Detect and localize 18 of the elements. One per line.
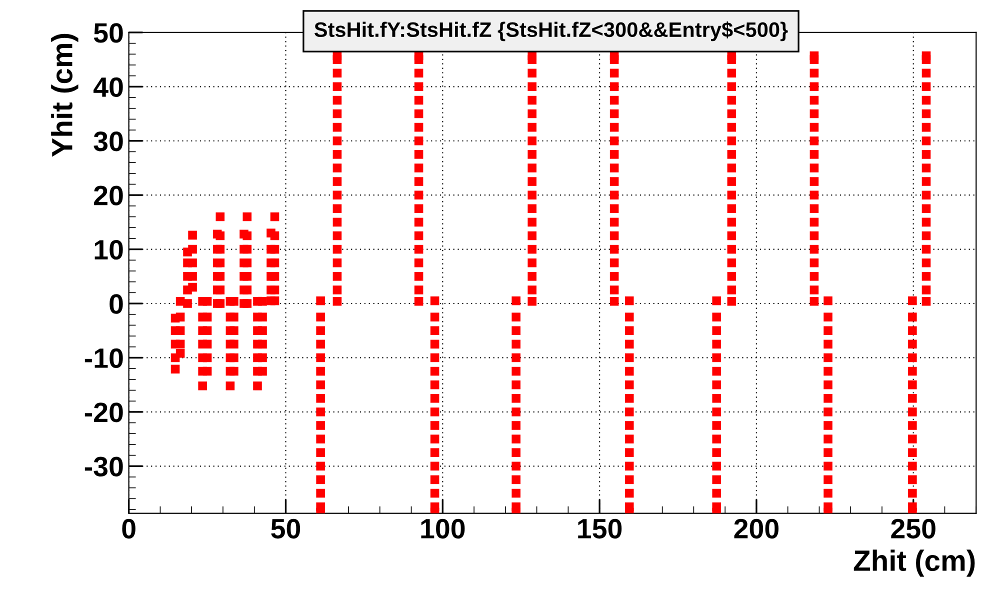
x-tick-label: 50 — [271, 518, 300, 539]
y-tick-label: 20 — [94, 186, 123, 206]
y-axis-title: Yhit (cm) — [51, 34, 78, 157]
y-tick-label: -20 — [84, 402, 123, 422]
y-tick-label: -30 — [84, 456, 123, 477]
y-tick-label: 30 — [94, 132, 123, 152]
x-tick-label: 150 — [578, 518, 622, 539]
y-tick-label: -10 — [84, 348, 123, 368]
x-tick-label: 0 — [122, 518, 136, 539]
x-tick-label: 200 — [734, 518, 778, 539]
x-axis-title: Zhit (cm) — [854, 550, 975, 577]
y-tick-label: 50 — [94, 23, 123, 43]
x-tick-label: 250 — [891, 518, 936, 539]
chart-title: StsHit.fY:StsHit.fZ {StsHit.fZ<300&&Entry$<500} — [314, 21, 788, 42]
y-tick-label: 0 — [110, 294, 123, 314]
y-tick-label: 40 — [93, 77, 123, 97]
y-tick-label: 10 — [94, 240, 123, 260]
x-tick-label: 100 — [421, 518, 465, 539]
